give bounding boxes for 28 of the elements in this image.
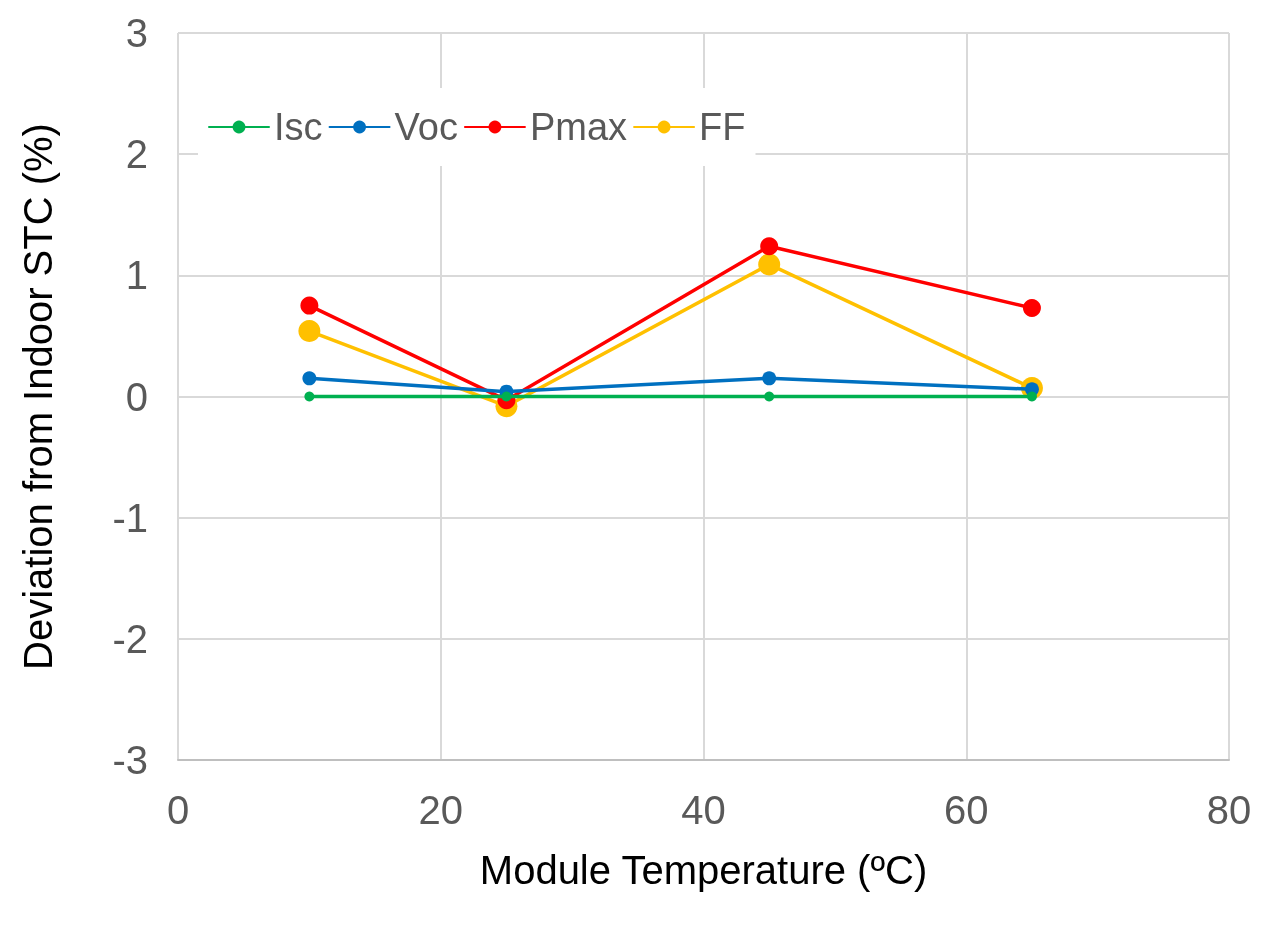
- point: [302, 371, 317, 386]
- point: [304, 391, 315, 402]
- point: [762, 371, 777, 386]
- y-tick-label: 0: [125, 374, 148, 419]
- x-tick-label: 80: [1206, 788, 1252, 832]
- legend-label: Voc: [394, 106, 458, 148]
- point: [760, 237, 779, 256]
- y-tick-label: 2: [125, 132, 148, 177]
- point: [300, 296, 319, 315]
- y-tick-label: -3: [112, 738, 148, 782]
- legend-label: Isc: [274, 106, 323, 148]
- x-tick-label: 0: [166, 788, 190, 832]
- x-tick-label: 20: [418, 788, 463, 832]
- x-tick-label: 60: [944, 788, 989, 832]
- point: [764, 391, 775, 402]
- y-tick-label: 1: [125, 253, 148, 298]
- y-axis-title: Deviation from Indoor STC (%): [16, 123, 60, 670]
- x-tick-label: 40: [681, 788, 726, 832]
- y-tick-label: -1: [112, 495, 148, 540]
- point: [1022, 299, 1041, 318]
- point: [1026, 391, 1037, 402]
- y-tick-label: 3: [125, 11, 148, 55]
- point: [298, 320, 321, 343]
- y-tick-label: -2: [112, 616, 148, 661]
- legend-label: FF: [699, 106, 746, 148]
- x-axis-title: Module Temperature (ºC): [479, 848, 928, 892]
- legend-label: Pmax: [529, 106, 628, 148]
- point: [758, 253, 781, 276]
